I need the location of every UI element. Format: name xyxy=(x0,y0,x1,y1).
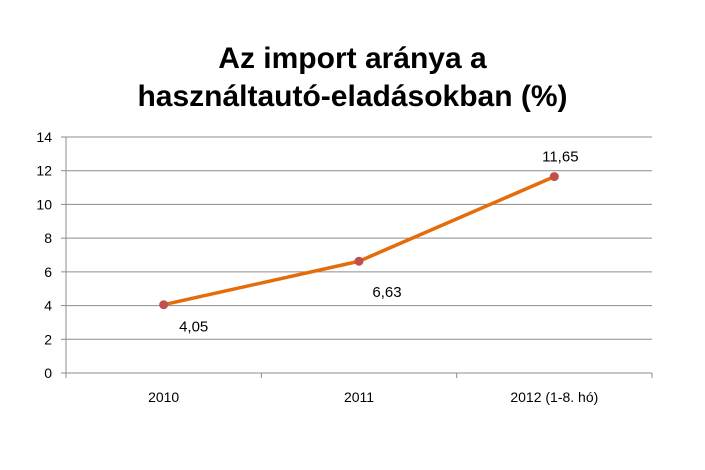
y-tick-label-14: 14 xyxy=(36,129,52,145)
y-tick-label-8: 8 xyxy=(44,230,52,246)
y-tick-label-4: 4 xyxy=(44,298,52,314)
chart-title-line-1: Az import aránya a xyxy=(218,42,487,75)
x-tick-label-1: 2011 xyxy=(344,389,374,405)
data-label-0-0: 4,05 xyxy=(179,319,208,336)
data-point-0-1 xyxy=(354,256,364,266)
data-label-0-2: 11,65 xyxy=(542,149,578,166)
data-label-0-1: 6,63 xyxy=(372,284,401,301)
y-tick-label-2: 2 xyxy=(44,331,52,347)
chart-title: Az import aránya a használtautó-eladások… xyxy=(0,40,705,116)
data-point-0-2 xyxy=(549,172,559,182)
y-tick-label-12: 12 xyxy=(36,163,52,179)
series-line-0 xyxy=(161,174,557,307)
chart-title-line-2: használtautó-eladásokban (%) xyxy=(137,80,568,113)
x-tick-label-2: 2012 (1-8. hó) xyxy=(510,389,598,405)
data-point-0-0 xyxy=(159,300,169,310)
x-tick-label-0: 2010 xyxy=(148,389,179,405)
y-tick-label-6: 6 xyxy=(44,264,52,280)
y-tick-label-10: 10 xyxy=(36,196,52,212)
y-tick-label-0: 0 xyxy=(44,365,52,381)
